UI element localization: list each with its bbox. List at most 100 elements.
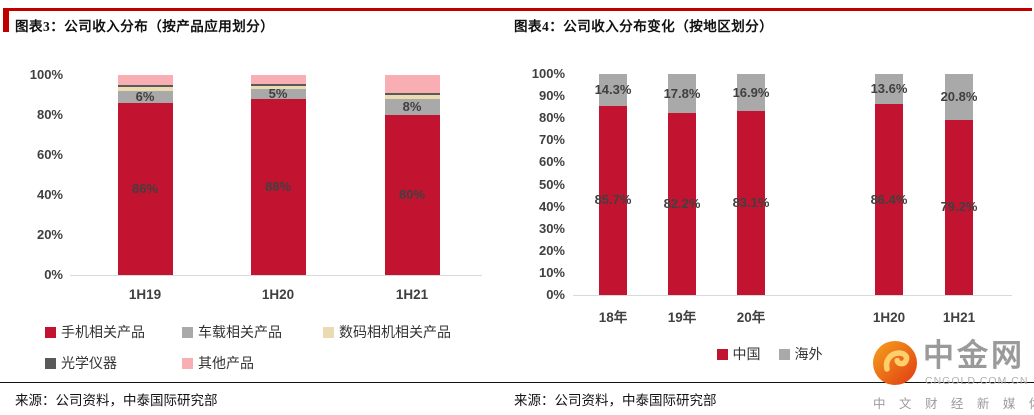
y-axis-tick-label: 30% <box>538 220 565 236</box>
bar-segment <box>945 74 973 120</box>
legend-item: 海外 <box>778 344 823 364</box>
legend-label: 其他产品 <box>198 357 254 372</box>
y-axis-tick-label: 70% <box>538 132 565 148</box>
y-axis-tick-label: 10% <box>538 264 565 280</box>
category-label: 19年 <box>667 310 697 325</box>
cngold-logo-icon <box>873 341 917 385</box>
y-axis-tick-label: 90% <box>538 88 565 104</box>
legend-swatch-icon <box>45 357 56 369</box>
figure3-title: 图表3：公司收入分布（按产品应用划分） <box>15 19 275 34</box>
bar-value-label: 80% <box>398 187 426 202</box>
category-label: 20年 <box>736 310 766 325</box>
y-axis-tick-label: 0% <box>546 287 565 302</box>
legend-swatch-icon <box>45 326 56 338</box>
bar-segment <box>250 89 306 99</box>
chart-revenue-by-product: 0% 20% 40% 60% 80% 100% 86% 6% 1H19 88% 5% 1H20 80% 8… <box>0 60 505 320</box>
bar-segment <box>250 99 306 275</box>
y-axis-tick-label: 100% <box>29 67 63 82</box>
bar-segment <box>384 115 440 275</box>
bar-value-label: 8% <box>402 99 422 114</box>
bar-segment <box>599 105 627 295</box>
bar-value-label: 85.7% <box>594 192 632 208</box>
figure4-source: 来源：公司资料，中泰国际研究部 <box>514 393 717 408</box>
bar-value-label: 6% <box>135 89 155 104</box>
watermark-brand: 中金网 <box>923 338 1025 373</box>
legend-label: 数码相机相关产品 <box>339 326 451 341</box>
legend-item: 光学仪器 <box>45 353 117 373</box>
legend-swatch-icon <box>323 326 334 338</box>
watermark-tagline: 中 文 财 经 新 媒 体 <box>873 397 1034 411</box>
left-accent-bar <box>3 8 9 32</box>
legend-item: 中国 <box>716 344 761 364</box>
bar-value-label: 86% <box>131 181 159 196</box>
cngold-watermark: 中金网 CNGOLD.COM.CN 中 文 财 经 新 媒 体 <box>872 338 1034 412</box>
x-axis-line <box>70 275 482 276</box>
bar-segment <box>875 104 903 295</box>
legend-item: 数码相机相关产品 <box>323 322 451 342</box>
legend-swatch-icon <box>716 348 728 360</box>
bar-segment <box>117 85 173 87</box>
bar-value-label: 88% <box>264 179 292 194</box>
legend-item: 车载相关产品 <box>182 322 282 342</box>
bar-segment <box>117 75 173 85</box>
bar-segment <box>117 87 173 91</box>
bar-segment <box>384 93 440 95</box>
bar-segment <box>668 74 696 114</box>
bar-value-label: 16.9% <box>732 84 770 100</box>
y-axis-tick-label: 60% <box>36 147 63 162</box>
bar-segment <box>250 84 306 86</box>
legend-swatch-icon <box>182 326 193 338</box>
y-axis-tick-label: 40% <box>538 198 565 214</box>
y-axis-tick-label: 0% <box>44 267 63 282</box>
bar-segment <box>737 111 765 295</box>
y-axis-tick-label: 80% <box>36 107 63 122</box>
category-label: 1H20 <box>872 310 906 325</box>
category-label: 1H21 <box>942 310 976 325</box>
bar-segment <box>250 75 306 84</box>
figure3-source: 来源：公司资料，中泰国际研究部 <box>15 393 218 408</box>
legend-label: 手机相关产品 <box>61 326 145 341</box>
legend-label: 光学仪器 <box>61 357 117 372</box>
bar-value-label: 83.1% <box>732 195 770 211</box>
bar-value-label: 86.4% <box>870 191 908 207</box>
category-label: 1H21 <box>395 287 429 302</box>
legend-item: 其他产品 <box>182 353 254 373</box>
legend-label: 车载相关产品 <box>198 326 282 341</box>
legend-swatch-icon <box>778 348 790 360</box>
bar-value-label: 17.8% <box>663 85 701 101</box>
watermark-domain: CNGOLD.COM.CN <box>925 375 1029 387</box>
y-axis-tick-label: 80% <box>538 110 565 126</box>
bar-segment <box>875 74 903 105</box>
category-label: 1H19 <box>128 287 162 302</box>
bar-value-label: 5% <box>268 86 288 101</box>
legend-swatch-icon <box>182 357 193 369</box>
bar-segment <box>599 74 627 106</box>
y-axis-tick-label: 40% <box>36 187 63 202</box>
legend-by-region: 中国 海外 <box>505 345 1034 363</box>
bar-segment <box>668 113 696 295</box>
bar-segment <box>384 99 440 115</box>
bar-segment <box>737 74 765 112</box>
bar-segment <box>384 95 440 99</box>
bar-segment <box>117 91 173 103</box>
bar-value-label: 79.2% <box>940 199 978 215</box>
legend-item: 手机相关产品 <box>45 322 145 342</box>
bar-value-label: 13.6% <box>870 81 908 97</box>
y-axis-tick-label: 20% <box>36 227 63 242</box>
y-axis-tick-label: 100% <box>531 66 565 81</box>
top-border-rule <box>3 8 1032 11</box>
bar-value-label: 20.8% <box>940 88 978 104</box>
bar-value-label: 82.2% <box>663 196 701 212</box>
bar-segment <box>384 75 440 93</box>
figure4-title: 图表4：公司收入分布变化（按地区划分） <box>514 19 774 34</box>
chart-revenue-by-region: 0% 10% 20% 30% 40% 50% 60% 70% 80% 90% 100% 85.7% 14… <box>505 60 1034 325</box>
bar-segment <box>945 119 973 295</box>
category-label: 1H20 <box>261 287 295 302</box>
legend-label: 海外 <box>794 348 823 363</box>
bar-segment <box>117 103 173 275</box>
legend-by-product: 手机相关产品 车载相关产品 数码相机相关产品光学仪器 其他产品 <box>45 322 505 372</box>
footer-divider <box>0 382 1034 383</box>
legend-label: 中国 <box>732 348 761 363</box>
category-label: 18年 <box>598 310 628 325</box>
